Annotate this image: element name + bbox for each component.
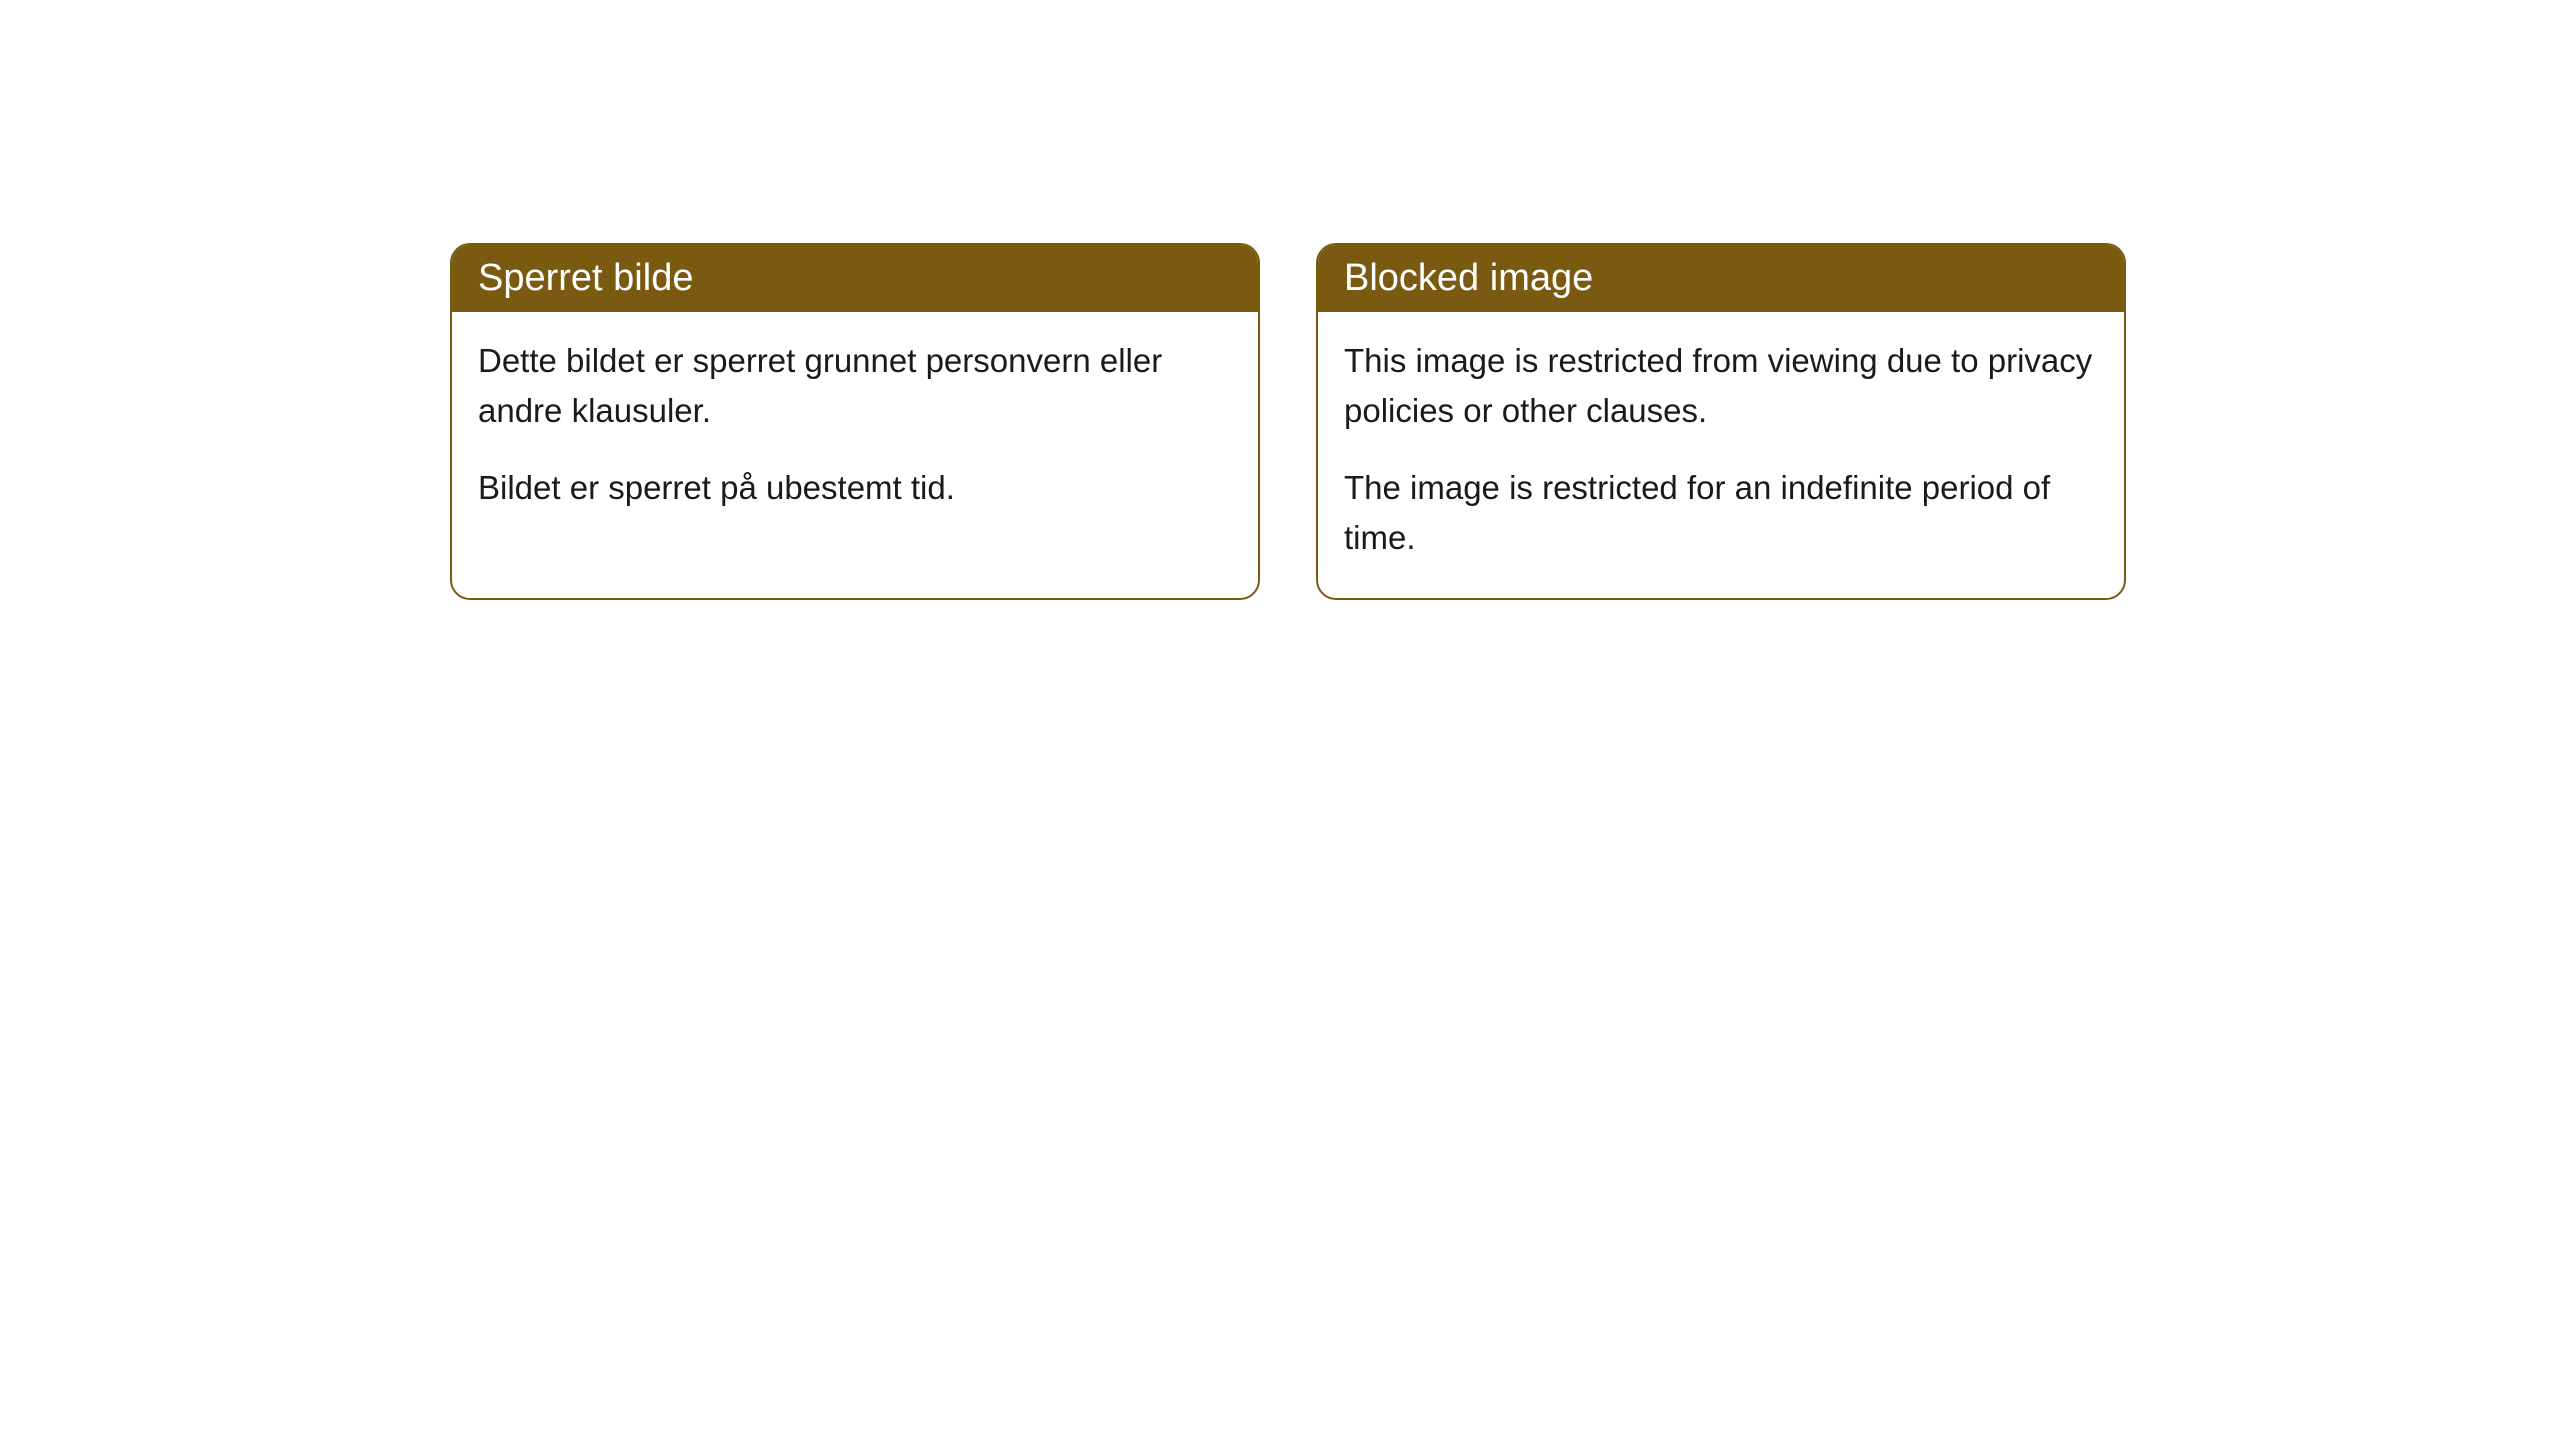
card-header: Sperret bilde — [452, 245, 1258, 312]
blocked-image-card-english: Blocked image This image is restricted f… — [1316, 243, 2126, 600]
card-body: Dette bildet er sperret grunnet personve… — [452, 312, 1258, 549]
card-body: This image is restricted from viewing du… — [1318, 312, 2124, 598]
card-paragraph: This image is restricted from viewing du… — [1344, 336, 2098, 435]
blocked-image-card-norwegian: Sperret bilde Dette bildet er sperret gr… — [450, 243, 1260, 600]
card-title: Sperret bilde — [478, 257, 693, 299]
card-paragraph: Dette bildet er sperret grunnet personve… — [478, 336, 1232, 435]
card-paragraph: The image is restricted for an indefinit… — [1344, 463, 2098, 562]
notification-cards-container: Sperret bilde Dette bildet er sperret gr… — [450, 243, 2126, 600]
card-paragraph: Bildet er sperret på ubestemt tid. — [478, 463, 1232, 513]
card-header: Blocked image — [1318, 245, 2124, 312]
card-title: Blocked image — [1344, 257, 1593, 299]
